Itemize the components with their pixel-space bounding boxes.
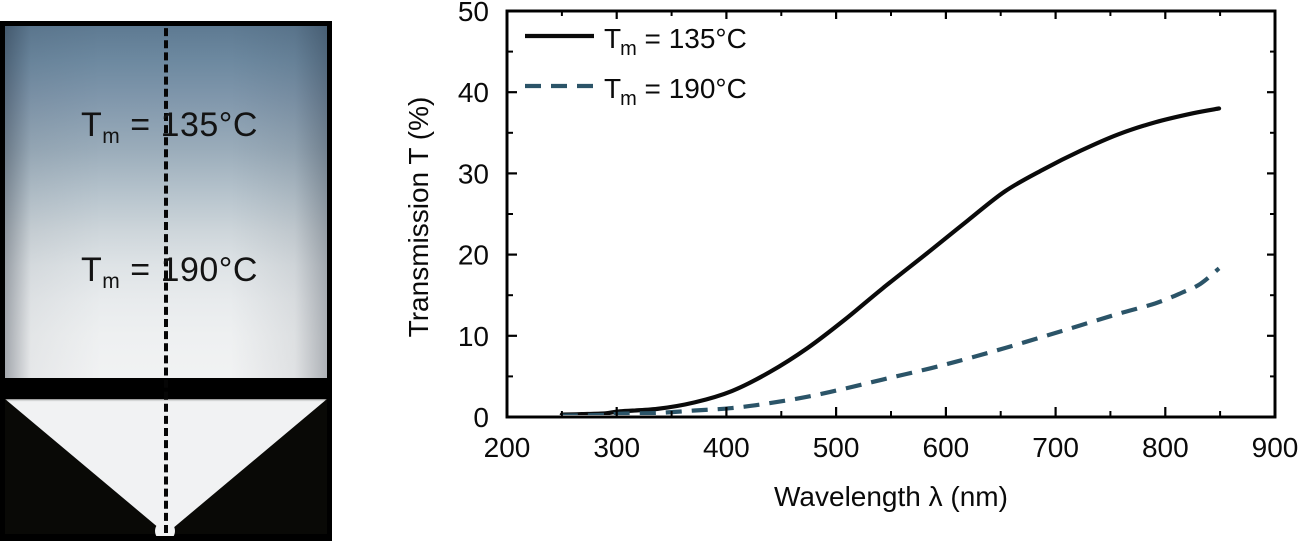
svg-text:Transmission T (%): Transmission T (%) <box>403 97 434 338</box>
svg-text:900: 900 <box>1252 432 1299 463</box>
svg-text:500: 500 <box>813 432 860 463</box>
svg-text:50: 50 <box>458 0 489 27</box>
svg-text:0: 0 <box>473 402 489 433</box>
svg-text:700: 700 <box>1032 432 1079 463</box>
svg-text:30: 30 <box>458 158 489 189</box>
svg-text:Wavelength λ (nm): Wavelength λ (nm) <box>774 481 1008 512</box>
svg-text:10: 10 <box>458 321 489 352</box>
svg-text:200: 200 <box>484 432 531 463</box>
svg-text:300: 300 <box>593 432 640 463</box>
svg-text:600: 600 <box>923 432 970 463</box>
svg-text:800: 800 <box>1142 432 1189 463</box>
svg-text:400: 400 <box>703 432 750 463</box>
svg-text:20: 20 <box>458 240 489 271</box>
svg-text:40: 40 <box>458 77 489 108</box>
